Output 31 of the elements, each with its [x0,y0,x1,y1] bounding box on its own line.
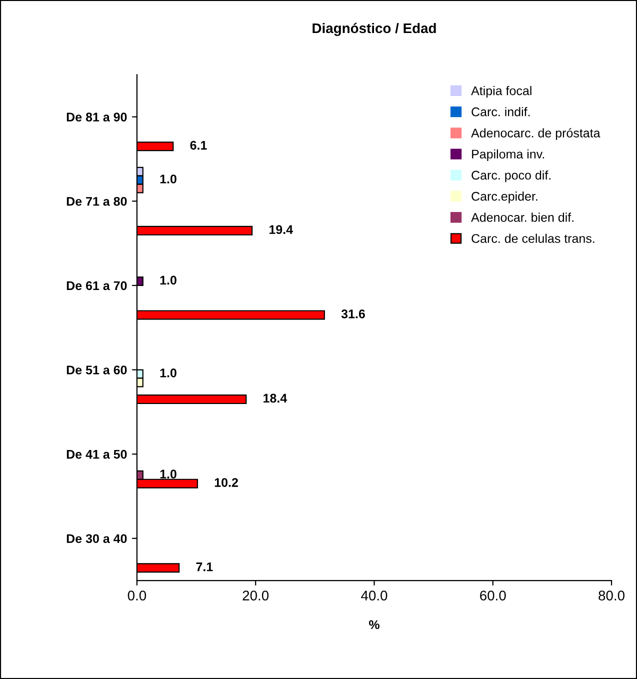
y-tick-label: De 61 a 70 [66,281,127,290]
x-tick-label: 80.0 [598,590,624,600]
data-label: 1.0 [160,470,176,479]
legend-label: Adenocarc. de próstata [471,128,600,140]
legend-label: Papiloma inv. [472,149,544,162]
data-label: 7.1 [196,562,213,572]
data-label: 18.4 [264,394,288,403]
data-label: 6.1 [190,140,207,150]
y-tick-label: De 30 a 40 [66,534,127,544]
x-tick-label: 60.0 [480,590,506,600]
y-tick-label: De 41 a 50 [66,450,127,459]
chart-title: Diagnóstico / Edad [312,22,436,36]
x-tick-label: 40.0 [361,590,388,600]
y-tick-label: De 71 a 80 [66,196,127,206]
data-label: 10.2 [214,478,238,487]
legend-label: Carc. indif. [472,107,530,116]
legend-label: Carc. de celulas trans. [472,234,594,243]
data-label: 1.0 [160,368,176,378]
x-axis-title: % [368,620,380,630]
x-tick-label: 0.0 [128,590,146,600]
data-label: 31.6 [341,309,365,318]
legend-label: Carc.epider. [472,192,538,204]
x-tick-label: 20.0 [242,590,269,600]
y-tick-label: De 81 a 90 [66,112,127,122]
legend-label: Adenocar. bien dif. [471,212,574,222]
data-label: 19.4 [269,225,293,234]
data-label: 1.0 [160,276,176,285]
data-label: 1.0 [160,174,176,184]
legend-label: Carc. poco dif. [472,170,550,182]
legend-label: Atipia focal [471,86,532,98]
y-tick-label: De 51 a 60 [66,366,127,374]
